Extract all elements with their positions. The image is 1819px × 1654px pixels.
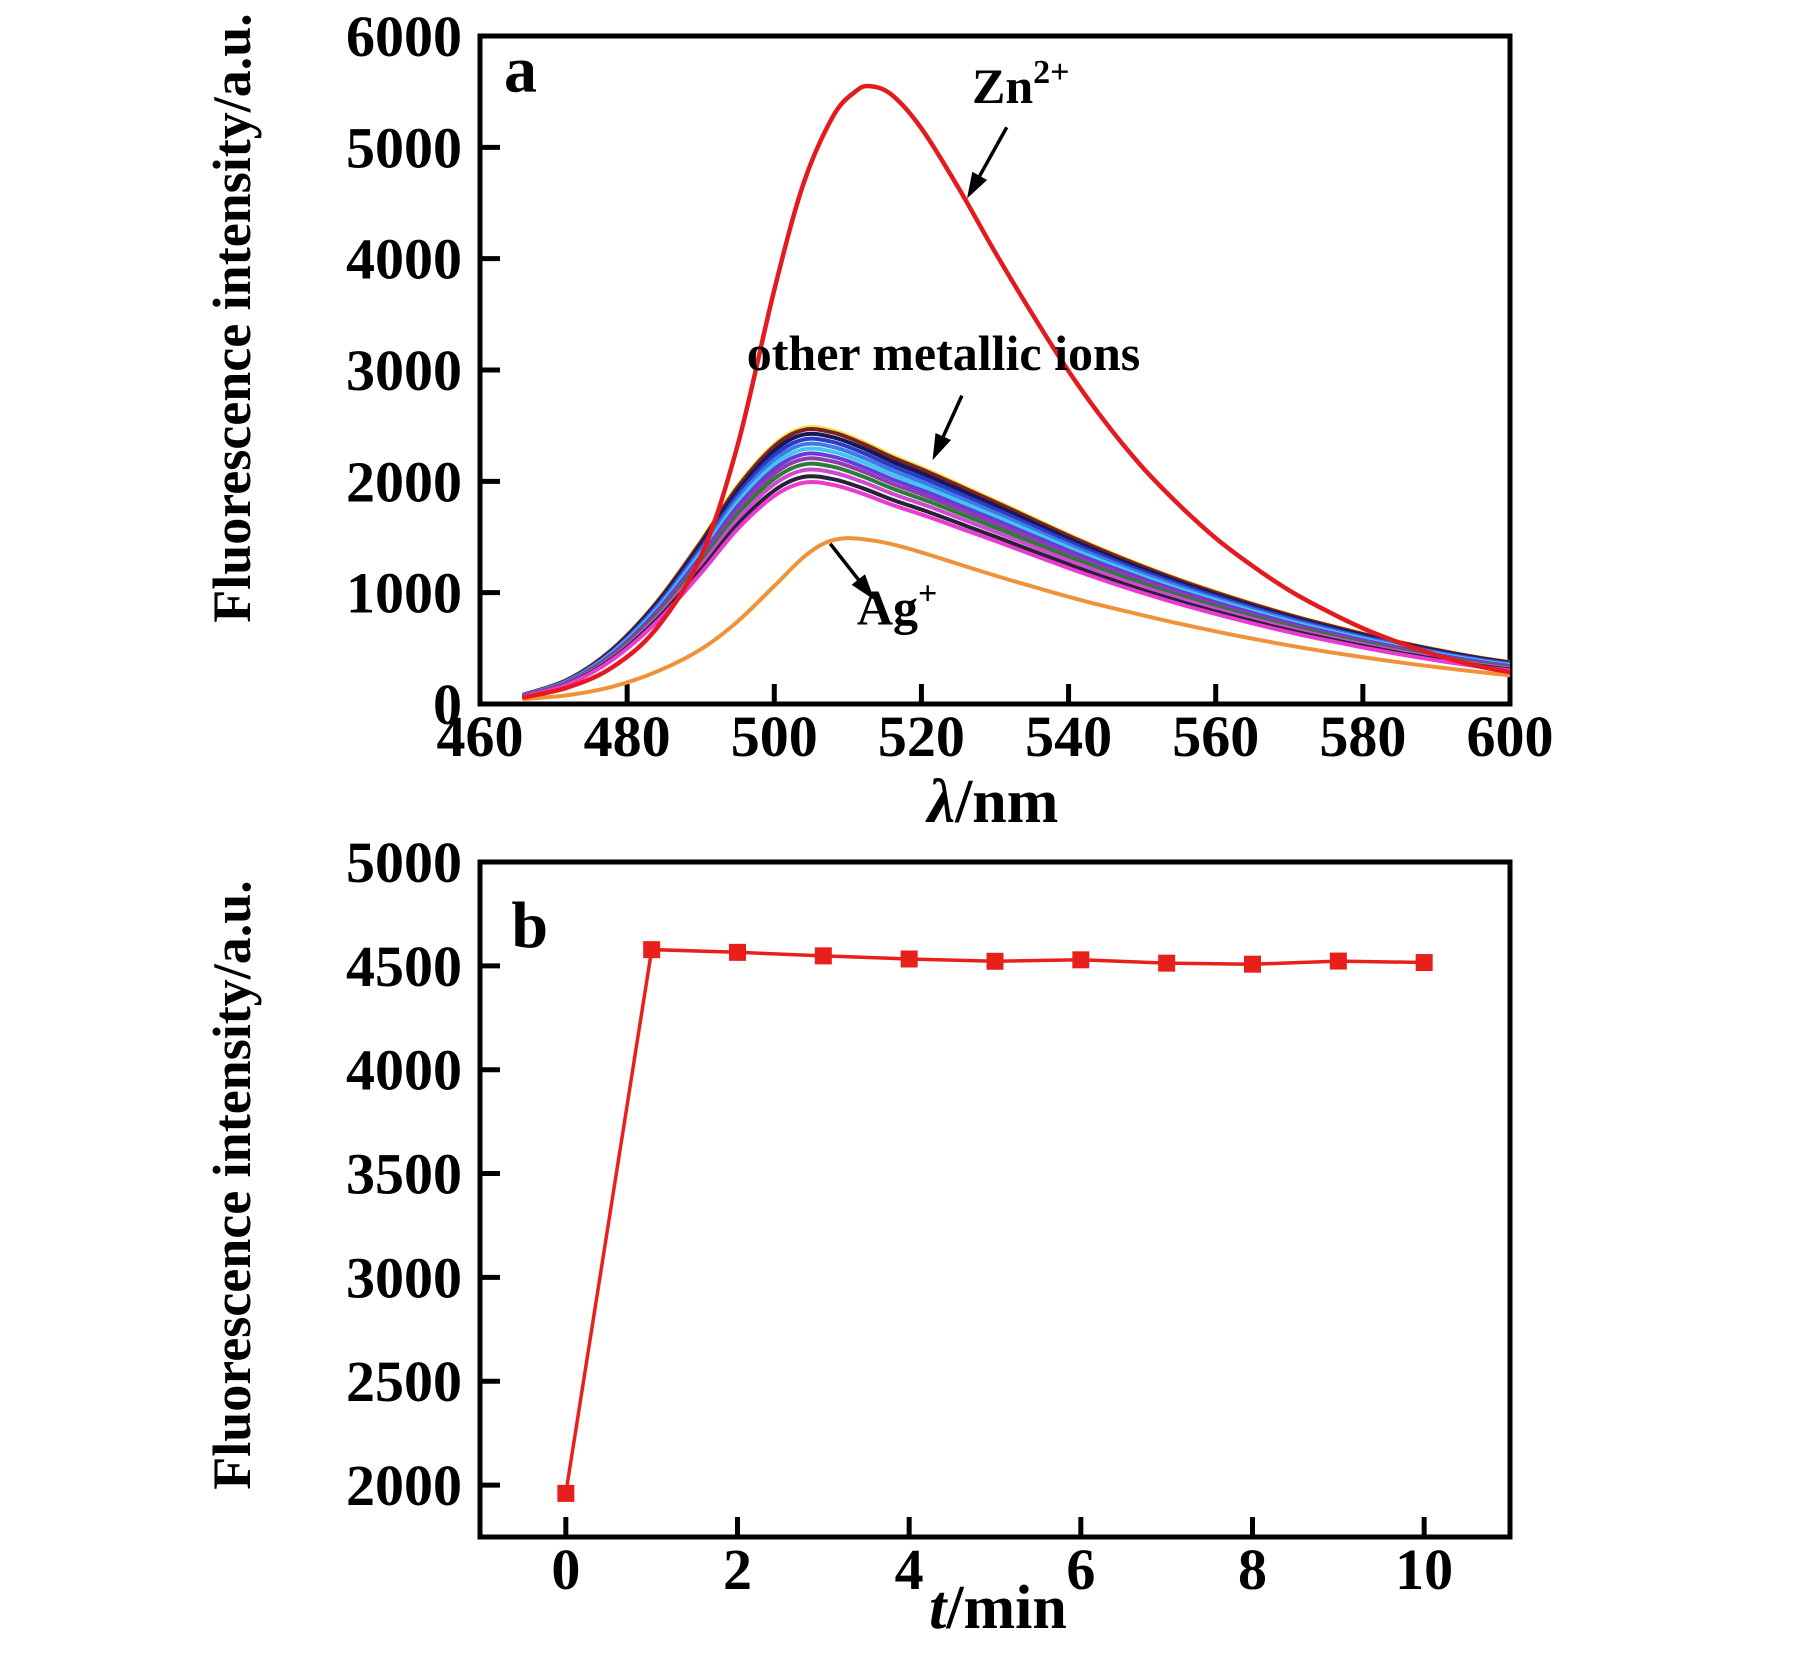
data-marker-square — [1244, 955, 1261, 973]
series-line-b — [564, 947, 1425, 1494]
data-marker-square — [1329, 952, 1347, 970]
curve-other-ion-magenta — [522, 479, 1510, 699]
data-marker-square — [814, 947, 832, 965]
y-tick-label-a: 4000 — [346, 227, 462, 292]
curve-Zn2+ — [521, 83, 1510, 700]
x-tick-label-b: 4 — [895, 1537, 924, 1602]
x-tick-label-b: 6 — [1066, 1537, 1095, 1602]
y-tick-label-b: 2000 — [346, 1453, 462, 1518]
y-axis-label-b: Fluorescence intensity/a.u. — [202, 880, 262, 1489]
annotation-arrow-head — [851, 574, 875, 600]
x-tick-label-b: 0 — [551, 1537, 580, 1602]
y-tick-label-b: 3000 — [346, 1245, 462, 1310]
curve-other-ion-purple — [522, 456, 1510, 698]
panel-b: 0 2 4 6 8 10 2000 2500 3000 3500 4000 4500 5000 t/min… — [202, 830, 1513, 1642]
y-tick-label-b: 3500 — [346, 1142, 462, 1207]
annotation-a-2: Ag+ — [828, 542, 937, 635]
y-tick-label-a: 5000 — [346, 115, 462, 180]
annotation-text: Zn2+ — [972, 54, 1070, 114]
data-marker-square — [1415, 954, 1433, 972]
x-tick-label-a: 460 — [437, 704, 524, 769]
y-tick-label-a: 1000 — [346, 561, 462, 626]
x-tick-label-a: 580 — [1319, 704, 1406, 769]
x-axis-label-a: λ/nm — [925, 768, 1059, 836]
annotation-arrow-head — [967, 171, 988, 199]
curves-b — [557, 941, 1433, 1502]
annotation-a-0: Zn2+ — [967, 54, 1070, 199]
annotation-arrow-head — [932, 433, 951, 461]
y-tick-label-b: 5000 — [346, 830, 462, 895]
x-tick-label-b: 2 — [723, 1537, 752, 1602]
curve-Ag+ — [522, 536, 1510, 701]
curve-other-ion-yellow — [522, 425, 1510, 697]
panel-a: 460 480 500 520 540 560 580 6000100020003000400… — [202, 4, 1554, 836]
data-marker-square — [643, 941, 661, 959]
y-tick-label-a: 3000 — [346, 338, 462, 403]
data-marker-square — [557, 1484, 575, 1502]
x-tick-label-a: 540 — [1025, 704, 1112, 769]
x-tick-label-b: 8 — [1238, 1537, 1267, 1602]
x-axis-label-b: t/min — [929, 1574, 1067, 1642]
annotation-text: Ag+ — [857, 575, 937, 635]
data-marker-square — [1072, 951, 1090, 969]
data-marker-square — [729, 943, 746, 961]
annotation-text: other metallic ions — [747, 325, 1140, 381]
plot-box-b — [477, 859, 1513, 1540]
y-tick-label-b: 4500 — [346, 934, 462, 999]
y-axis-label-a: Fluorescence intensity/a.u. — [202, 13, 262, 622]
curves-a — [521, 83, 1510, 701]
annotation-a-1: other metallic ions — [747, 325, 1140, 461]
data-marker-square — [900, 950, 918, 968]
y-tick-label-b: 4000 — [346, 1038, 462, 1103]
data-marker-square — [1158, 954, 1176, 972]
x-tick-label-a: 560 — [1172, 704, 1259, 769]
y-tick-label-b: 2500 — [346, 1349, 462, 1414]
y-tick-label-a: 2000 — [346, 449, 462, 514]
x-tick-label-b: 10 — [1395, 1537, 1453, 1602]
panel-letter-a: a — [504, 34, 537, 107]
curve-other-ion-darkred — [522, 427, 1510, 697]
data-marker-square — [986, 952, 1004, 970]
x-tick-label-a: 600 — [1467, 704, 1554, 769]
y-tick-label-a: 0 — [433, 672, 462, 737]
y-tick-label-a: 6000 — [346, 4, 462, 69]
x-tick-label-a: 520 — [878, 704, 965, 769]
panel-letter-b: b — [511, 889, 548, 962]
x-tick-label-a: 480 — [584, 704, 671, 769]
x-tick-label-a: 500 — [731, 704, 818, 769]
